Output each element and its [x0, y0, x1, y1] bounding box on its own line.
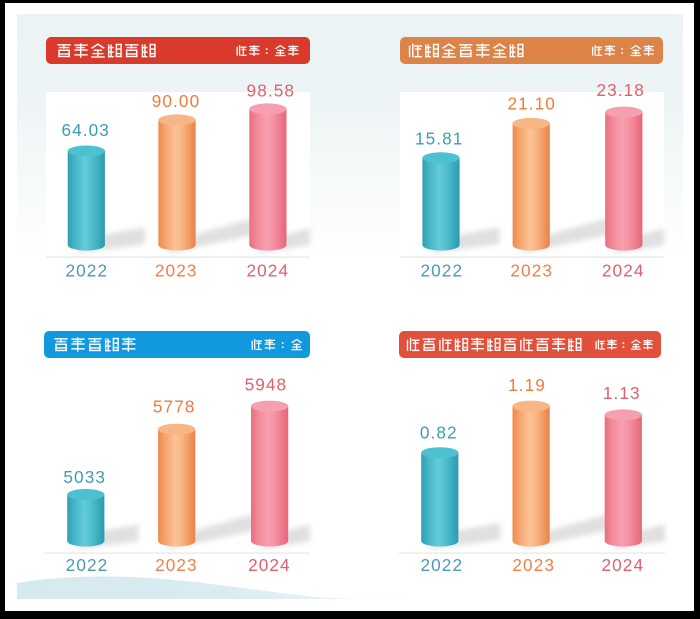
svg-text:21.10: 21.10 — [507, 94, 556, 114]
svg-text:64.03: 64.03 — [61, 120, 110, 140]
svg-text:2022: 2022 — [420, 260, 463, 280]
svg-text:1.13: 1.13 — [603, 383, 641, 403]
svg-text:5948: 5948 — [245, 375, 288, 395]
svg-text:23.18: 23.18 — [596, 80, 645, 100]
svg-text:2023: 2023 — [155, 555, 198, 575]
svg-text:2024: 2024 — [602, 260, 645, 280]
svg-text:0.82: 0.82 — [420, 422, 458, 442]
svg-text:2022: 2022 — [420, 555, 463, 575]
svg-text:2023: 2023 — [155, 260, 198, 280]
svg-text:2022: 2022 — [66, 555, 109, 575]
svg-text:2024: 2024 — [246, 260, 289, 280]
svg-text:5778: 5778 — [153, 397, 196, 417]
svg-text:2024: 2024 — [248, 555, 291, 575]
svg-text:2024: 2024 — [601, 555, 644, 575]
svg-text:2023: 2023 — [512, 555, 555, 575]
svg-text:98.58: 98.58 — [247, 81, 296, 101]
svg-text:2022: 2022 — [65, 260, 108, 280]
svg-text:90.00: 90.00 — [152, 91, 201, 111]
svg-text:5033: 5033 — [63, 467, 106, 487]
svg-text:1.19: 1.19 — [508, 375, 546, 395]
svg-text:15.81: 15.81 — [415, 128, 464, 148]
svg-text:2023: 2023 — [510, 260, 553, 280]
